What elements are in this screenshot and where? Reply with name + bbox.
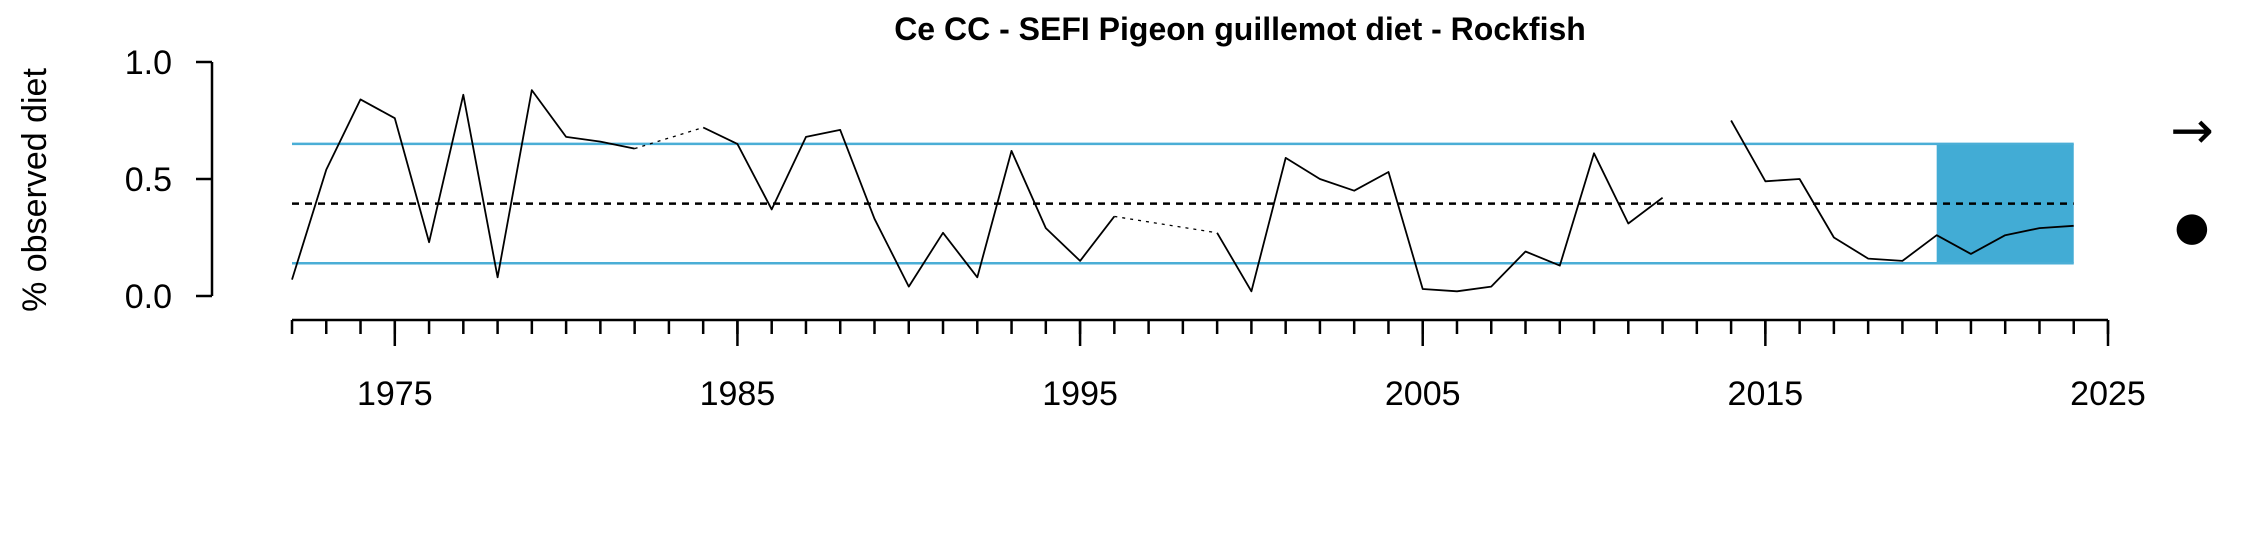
x-tick-label: 2005 — [1385, 375, 1461, 413]
gap-connector-1 — [1114, 215, 1218, 234]
x-tick-label: 2025 — [2070, 375, 2146, 413]
y-tick-label: 0.0 — [125, 278, 172, 316]
series-line-segment-1 — [702, 126, 1116, 288]
x-tick-label: 1975 — [357, 375, 433, 413]
gap-connector-0 — [634, 126, 704, 150]
series-line-segment-3 — [1730, 120, 2074, 262]
trend-arrow-icon: → — [2170, 101, 2214, 161]
x-tick-label: 1995 — [1042, 375, 1118, 413]
y-tick-label: 0.5 — [125, 161, 172, 199]
mean-dot-icon: ● — [2175, 204, 2210, 250]
chart-title: Ce CC - SEFI Pigeon guillemot diet - Roc… — [894, 11, 1586, 47]
y-axis-label: % observed diet — [16, 68, 54, 312]
series-line-segment-0 — [291, 89, 635, 280]
plot-area: 0.0 0.5 1.0 1975 1985 1995 2005 2015 2025 — [125, 44, 2146, 413]
x-tick-label: 2015 — [1728, 375, 1804, 413]
series-line-segment-2 — [1216, 152, 1664, 293]
y-tick-label: 1.0 — [125, 44, 172, 82]
x-tick-label: 1985 — [700, 375, 776, 413]
